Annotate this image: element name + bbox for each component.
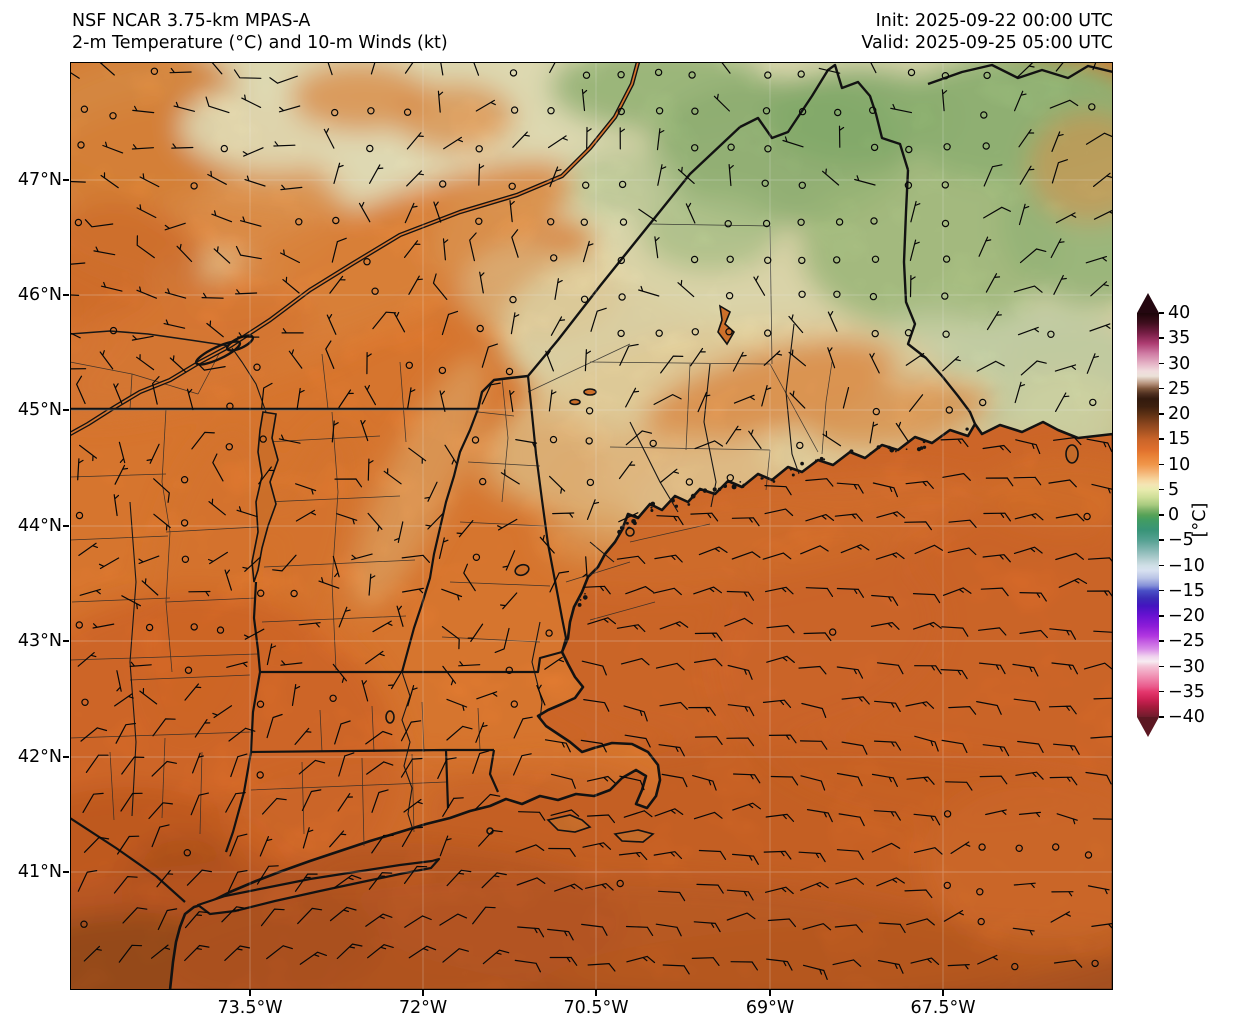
colorbar-tick-mark — [1159, 312, 1164, 314]
colorbar-tick-mark — [1159, 665, 1164, 668]
xtick-label: 67.5°W — [910, 998, 976, 1018]
colorbar-tick-label: −30 — [1168, 656, 1205, 677]
xtick-mark — [942, 990, 944, 996]
colorbar-tick-label: 0 — [1168, 505, 1180, 525]
variable-name: 2-m Temperature (°C) and 10-m Winds (kt) — [72, 33, 448, 53]
colorbar-tick-mark — [1159, 615, 1164, 617]
colorbar-tick-label: 35 — [1168, 328, 1191, 349]
colorbar-tick-label: −5 — [1168, 530, 1194, 551]
colorbar-tick-mark — [1159, 337, 1164, 339]
ytick-label: 41°N — [17, 862, 62, 882]
colorbar-tick-label: −25 — [1168, 631, 1205, 652]
colorbar-tick-mark — [1159, 488, 1164, 491]
colorbar-unit-label: [°C] — [1190, 502, 1210, 538]
ytick-label: 46°N — [17, 285, 62, 305]
colorbar-tick-mark — [1159, 438, 1164, 440]
colorbar-over-arrow — [1137, 293, 1159, 313]
colorbar-tick-mark — [1159, 640, 1164, 642]
temperature-wind-map — [70, 62, 1113, 990]
plot-title: NSF NCAR 3.75-km MPAS-A 2-m Temperature … — [72, 10, 448, 54]
model-name: NSF NCAR 3.75-km MPAS-A — [72, 11, 311, 31]
map-panel — [70, 62, 1113, 990]
colorbar-tick-label: 40 — [1168, 303, 1191, 323]
colorbar-tick-label: 10 — [1168, 454, 1191, 475]
ytick-label: 42°N — [17, 747, 62, 767]
ytick-label: 44°N — [17, 516, 62, 536]
ytick-label: 43°N — [17, 631, 62, 651]
colorbar-tick-mark — [1159, 387, 1164, 390]
xtick-label: 72°W — [398, 998, 448, 1018]
colorbar-tick-label: 5 — [1168, 479, 1180, 500]
colorbar-tick-label: −10 — [1168, 555, 1205, 576]
valid-time: Valid: 2025-09-25 05:00 UTC — [861, 33, 1113, 53]
colorbar-gradient — [1137, 313, 1159, 717]
xtick-mark — [249, 990, 251, 996]
colorbar-tick-label: 25 — [1168, 378, 1191, 399]
colorbar-tick-label: 15 — [1168, 429, 1191, 450]
ytick-mark — [63, 640, 69, 642]
ytick-mark — [63, 525, 69, 527]
colorbar-under-arrow — [1137, 717, 1159, 737]
colorbar-tick-mark — [1159, 589, 1164, 592]
colorbar-tick-mark — [1159, 539, 1164, 541]
colorbar-tick-label: −20 — [1168, 606, 1205, 626]
colorbar-tick-mark — [1159, 564, 1164, 567]
run-times: Init: 2025-09-22 00:00 UTC Valid: 2025-0… — [861, 10, 1113, 54]
xtick-label: 73.5°W — [217, 998, 283, 1018]
colorbar-tick-mark — [1159, 514, 1164, 516]
terrain-texture — [70, 62, 1113, 990]
colorbar-tick-label: −15 — [1168, 580, 1205, 601]
xtick-label: 70.5°W — [563, 998, 629, 1018]
xtick-mark — [422, 990, 424, 996]
ytick-mark — [63, 294, 69, 296]
ytick-mark — [63, 756, 69, 758]
ytick-mark — [63, 871, 69, 873]
colorbar-tick-mark — [1159, 362, 1164, 365]
xtick-mark — [595, 990, 597, 996]
colorbar-tick-label: 30 — [1168, 353, 1191, 374]
colorbar-tick-mark — [1159, 463, 1164, 466]
init-time: Init: 2025-09-22 00:00 UTC — [875, 11, 1113, 31]
ytick-mark — [63, 179, 69, 181]
colorbar-tick-mark — [1159, 690, 1164, 693]
colorbar-tick-mark — [1159, 413, 1164, 415]
colorbar-tick-label: 20 — [1168, 404, 1191, 424]
colorbar-tick-mark — [1159, 716, 1164, 718]
xtick-mark — [769, 990, 771, 996]
ytick-label: 47°N — [17, 170, 62, 190]
ytick-label: 45°N — [17, 400, 62, 420]
ytick-mark — [63, 409, 69, 411]
colorbar-tick-label: −40 — [1168, 707, 1205, 727]
colorbar-tick-label: −35 — [1168, 681, 1205, 702]
wind-barbs — [70, 62, 1113, 980]
xtick-label: 69°W — [745, 998, 795, 1018]
